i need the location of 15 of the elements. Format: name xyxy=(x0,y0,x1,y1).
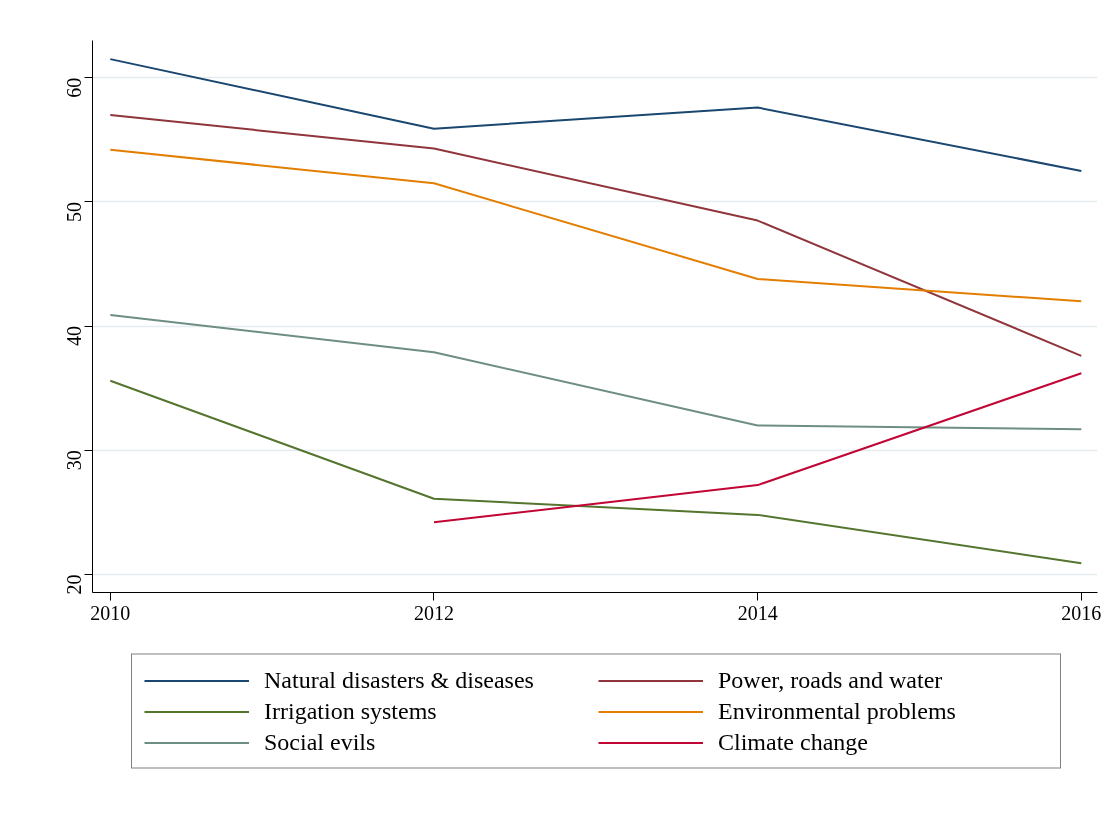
y-tick-label: 40 xyxy=(63,326,86,347)
y-tick-label: 60 xyxy=(63,77,86,98)
legend-label: Power, roads and water xyxy=(718,666,944,694)
legend-label: Social evils xyxy=(264,728,377,756)
x-tick-label: 2010 xyxy=(90,601,131,624)
legend-label: Environmental problems xyxy=(718,697,957,725)
legend-label: Natural disasters & diseases xyxy=(264,666,535,694)
legend-label: Climate change xyxy=(718,728,869,756)
y-tick-label: 50 xyxy=(63,201,86,222)
legend-label: Irrigation systems xyxy=(264,697,438,725)
x-tick-label: 2014 xyxy=(737,601,778,624)
x-tick-label: 2012 xyxy=(413,601,454,624)
y-tick-label: 20 xyxy=(63,574,86,595)
y-tick-label: 30 xyxy=(63,450,86,471)
x-tick-label: 2016 xyxy=(1061,601,1102,624)
